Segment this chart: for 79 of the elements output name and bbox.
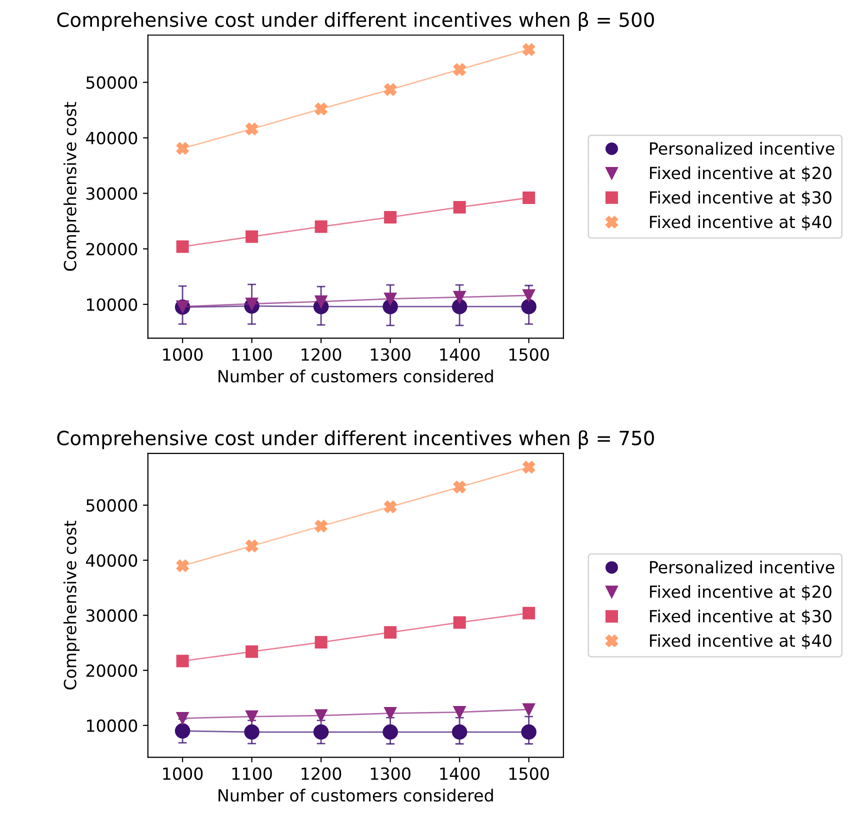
x-tick-label: 1000 — [163, 348, 203, 361]
x-tick-label: 1200 — [302, 767, 342, 780]
x-axis-title: Number of customers considered — [218, 788, 493, 802]
point — [453, 616, 466, 629]
point — [246, 645, 258, 658]
x-tick-label: 1100 — [232, 767, 272, 780]
x-tick-label: 1100 — [232, 348, 272, 361]
y-tick-label: 30000 — [86, 187, 138, 200]
point — [452, 724, 468, 740]
y-tick-label: 40000 — [86, 554, 138, 567]
x-tick-label: 1500 — [509, 348, 549, 361]
point — [522, 703, 536, 716]
point — [314, 295, 328, 308]
y-tick-label: 20000 — [86, 242, 138, 256]
point — [384, 210, 397, 224]
point — [246, 298, 258, 310]
y-tick-label: 20000 — [86, 664, 138, 677]
x-axis-title: Number of customers considered — [218, 370, 493, 383]
point — [176, 142, 189, 155]
point — [453, 200, 466, 214]
point — [522, 460, 536, 474]
x-tick-label: 1200 — [302, 348, 342, 361]
point — [176, 712, 189, 725]
chart-title: Comprehensive cost under different incentives when β = 750 — [57, 430, 654, 450]
point — [176, 654, 189, 668]
point — [246, 540, 258, 552]
y-axis-title: Comprehensive cost — [63, 520, 80, 690]
point — [314, 709, 328, 722]
point — [313, 724, 329, 740]
x-tick-label: 1000 — [163, 767, 203, 780]
legend-label: Fixed incentive at $30 — [650, 190, 832, 206]
point — [314, 220, 328, 233]
chart-title: Comprehensive cost under different incentives when β = 500 — [57, 12, 654, 31]
y-axis-title: Comprehensive cost — [63, 102, 80, 271]
point — [314, 520, 328, 532]
point — [382, 724, 398, 740]
point — [246, 710, 258, 723]
y-tick-label: 30000 — [86, 609, 138, 622]
point — [522, 289, 536, 302]
point — [452, 298, 468, 314]
point — [384, 500, 397, 514]
x-tick-label: 1300 — [370, 767, 410, 780]
point — [522, 192, 536, 204]
point — [453, 290, 466, 304]
x-tick-label: 1400 — [440, 348, 480, 361]
legend-label: Fixed incentive at $40 — [650, 215, 832, 230]
point — [522, 43, 536, 56]
point — [453, 63, 466, 76]
x-tick-label: 1300 — [370, 348, 410, 361]
legend-label: Fixed incentive at $40 — [650, 634, 832, 650]
legend-label: Fixed incentive at $20 — [650, 166, 832, 182]
legend-label: Fixed incentive at $20 — [650, 585, 832, 600]
point — [384, 626, 397, 639]
point — [384, 707, 397, 720]
point — [246, 230, 258, 243]
legend-label: Personalized incentive — [650, 560, 834, 574]
point — [384, 292, 397, 306]
point — [453, 706, 466, 718]
point — [246, 122, 258, 136]
legend-label: Personalized incentive — [650, 142, 834, 155]
point — [176, 560, 189, 572]
point — [314, 102, 328, 116]
point — [521, 724, 536, 740]
y-tick-label: 10000 — [87, 719, 138, 732]
y-tick-label: 40000 — [86, 132, 138, 144]
x-tick-label: 1400 — [440, 767, 480, 780]
point — [522, 606, 536, 620]
point — [314, 636, 328, 649]
point — [174, 723, 190, 739]
point — [176, 240, 189, 253]
legend-label: Fixed incentive at $30 — [650, 610, 832, 625]
point — [521, 298, 536, 314]
y-tick-label: 10000 — [87, 298, 138, 311]
x-tick-label: 1500 — [509, 767, 549, 780]
point — [244, 724, 260, 740]
y-tick-label: 50000 — [86, 499, 138, 512]
point — [384, 83, 397, 96]
point — [453, 480, 466, 494]
y-tick-label: 50000 — [86, 76, 138, 89]
